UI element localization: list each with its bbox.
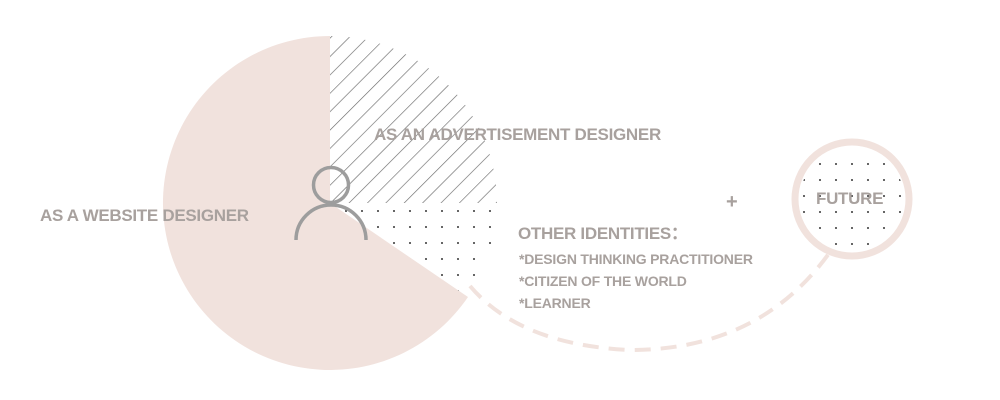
person-icon bbox=[294, 165, 368, 241]
plus-icon: + bbox=[726, 191, 738, 213]
website-designer-slice bbox=[162, 35, 468, 370]
list-item: *DESIGN THINKING PRACTITIONER bbox=[519, 251, 753, 267]
advertisement-designer-label: AS AN ADVERTISEMENT DESIGNER bbox=[374, 125, 661, 144]
future-circle bbox=[791, 138, 913, 260]
future-label: FUTURE bbox=[816, 189, 884, 208]
other-identities-list: *DESIGN THINKING PRACTITIONER *CITIZEN O… bbox=[519, 248, 753, 314]
other-identities-heading: OTHER IDENTITIES： bbox=[518, 224, 688, 243]
other-identities-slice bbox=[330, 203, 497, 297]
list-item: *CITIZEN OF THE WORLD bbox=[519, 273, 687, 289]
future-connector-arc bbox=[468, 250, 832, 353]
list-item: *LEARNER bbox=[519, 295, 591, 311]
advertisement-designer-slice bbox=[330, 36, 497, 203]
website-designer-label: AS A WEBSITE DESIGNER bbox=[40, 206, 249, 225]
